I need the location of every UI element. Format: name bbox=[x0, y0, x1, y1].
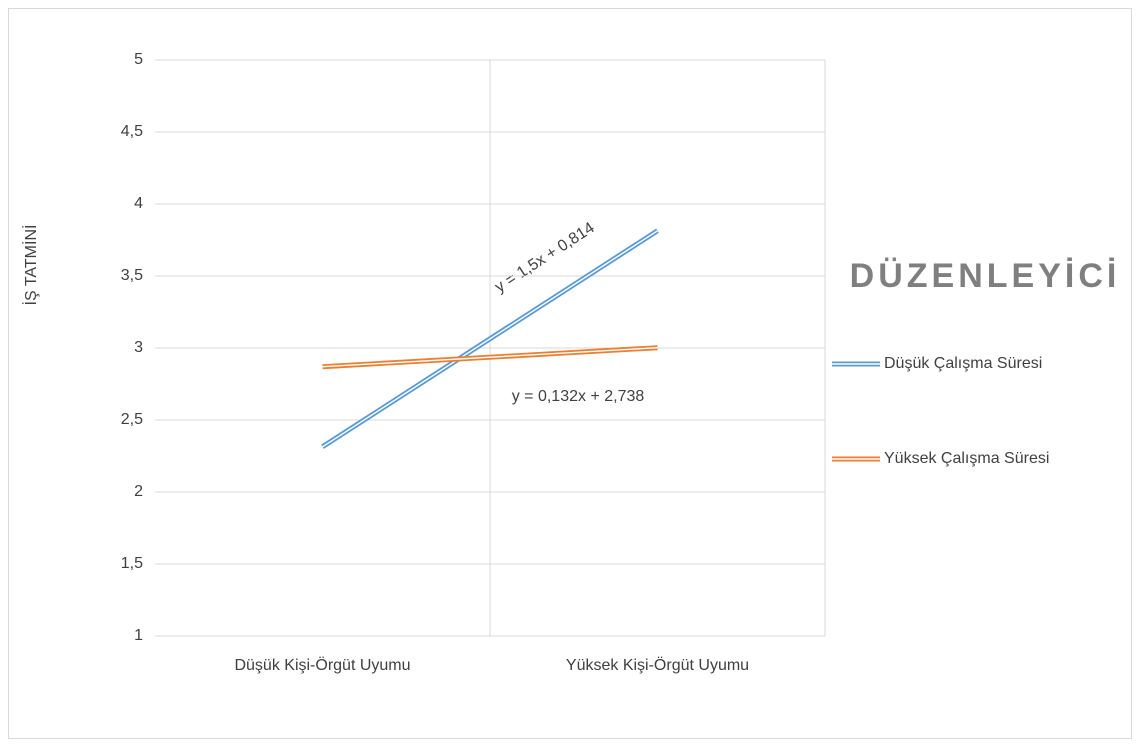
y-tick-label: 2 bbox=[134, 483, 143, 500]
series-line-inner bbox=[322, 230, 658, 448]
y-tick-label: 3 bbox=[134, 339, 143, 356]
y-tick-label: 4,5 bbox=[121, 123, 143, 140]
chart-border bbox=[8, 8, 1132, 739]
legend-label: Yüksek Çalışma Süresi bbox=[884, 450, 1049, 467]
series-line-inner bbox=[322, 347, 658, 368]
annotation: y = 0,132x + 2,738 bbox=[512, 388, 645, 405]
x-tick-label: Düşük Kişi-Örgüt Uyumu bbox=[234, 656, 410, 674]
y-tick-label: 1 bbox=[134, 627, 143, 644]
legend-label: Düşük Çalışma Süresi bbox=[884, 355, 1042, 372]
x-tick-label: Yüksek Kişi-Örgüt Uyumu bbox=[566, 656, 749, 674]
y-tick-label: 2,5 bbox=[121, 411, 143, 428]
y-tick-label: 5 bbox=[134, 51, 143, 68]
legend-title: DÜZENLEYİCİ bbox=[850, 257, 1121, 295]
y-tick-label: 3,5 bbox=[121, 267, 143, 284]
y-axis-label: İŞ TATMİNİ bbox=[21, 225, 40, 306]
y-tick-label: 1,5 bbox=[121, 555, 143, 572]
y-tick-label: 4 bbox=[134, 195, 143, 212]
